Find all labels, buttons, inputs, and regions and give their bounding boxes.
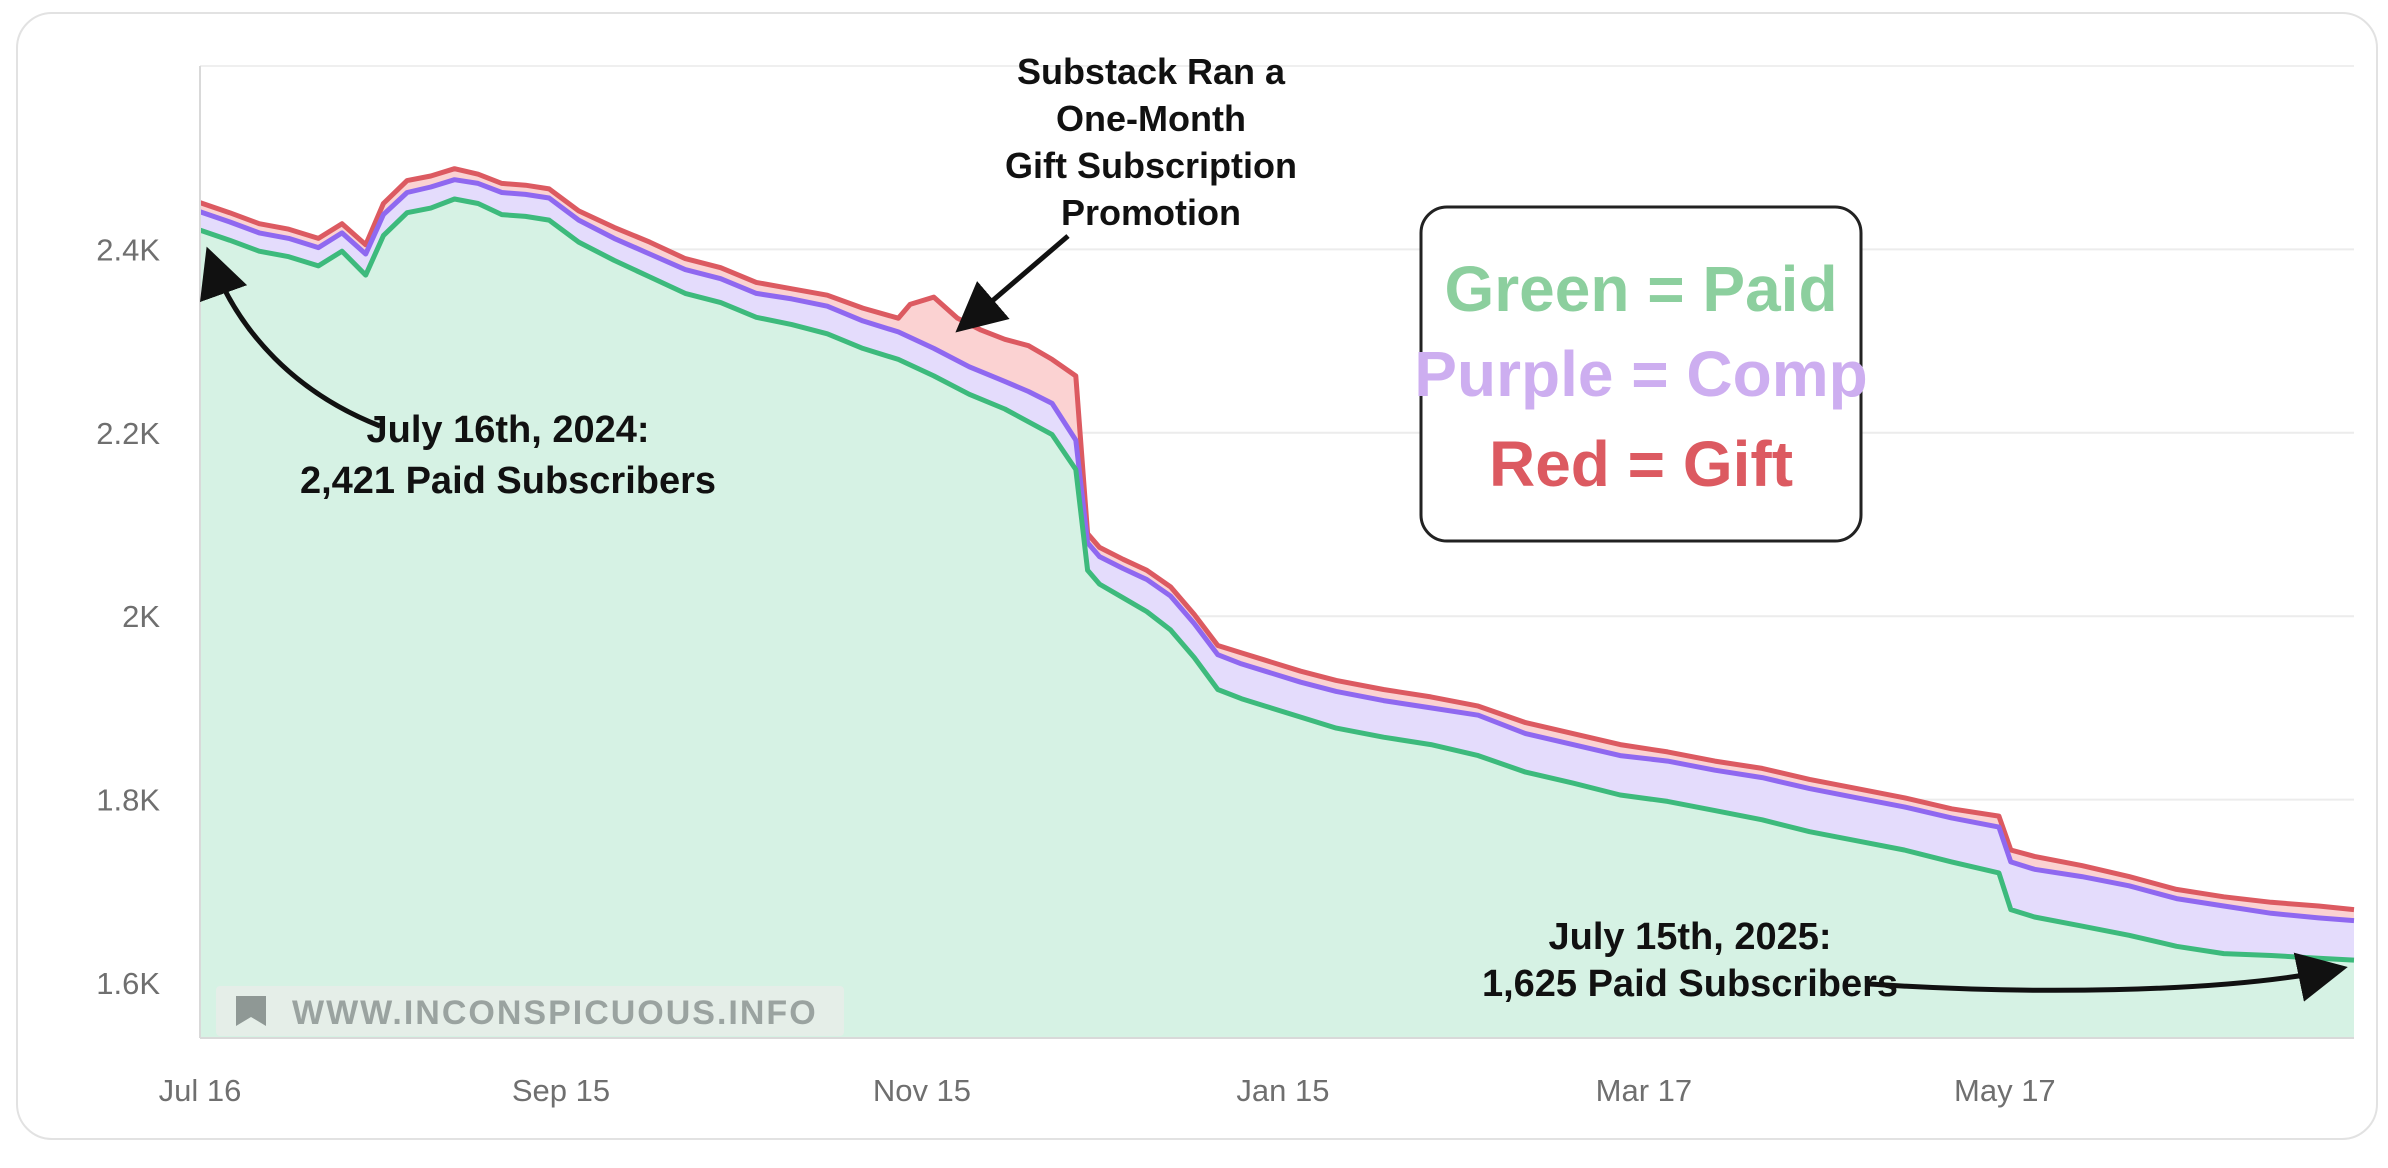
axis-layer: 1.6K 1.8K 2K 2.2K 2.4K Jul 16 Sep 15 Nov 15 Jan … (96, 66, 2354, 1108)
annotation-end-line-1: July 15th, 2025: (1548, 916, 1831, 958)
x-tick-label: Mar 17 (1596, 1073, 1692, 1108)
annotation-promotion-arrow (955, 234, 1070, 333)
legend-gift: Red = Gift (1489, 428, 1793, 500)
chart-card: 1.6K 1.8K 2K 2.2K 2.4K Jul 16 Sep 15 Nov 15 Jan … (16, 12, 2378, 1140)
x-tick-label: May 17 (1954, 1073, 2056, 1108)
line-comp (199, 177, 2355, 924)
annotation-end-line-2: 1,625 Paid Subscribers (1482, 963, 1898, 1005)
x-tick-label: Nov 15 (873, 1073, 971, 1108)
annotation-end: July 15th, 2025: 1,625 Paid Subscribers (1482, 916, 2348, 1005)
chart-svg: 1.6K 1.8K 2K 2.2K 2.4K Jul 16 Sep 15 Nov 15 Jan … (96, 51, 2355, 1108)
y-tick-label: 2.2K (96, 416, 160, 451)
watermark: WWW.INCONSPICUOUS.INFO (216, 986, 844, 1036)
x-tick-label: Sep 15 (512, 1073, 610, 1108)
legend-comp: Purple = Comp (1414, 338, 1867, 410)
y-tick-label: 1.6K (96, 966, 160, 1001)
x-tick-label: Jan 15 (1236, 1073, 1329, 1108)
annotation-start-line-1: July 16th, 2024: (366, 409, 649, 451)
area-paid (200, 199, 2354, 1038)
annotation-promotion-line-4: Promotion (1061, 192, 1241, 233)
area-layer (200, 168, 2354, 1038)
annotation-start-line-2: 2,421 Paid Subscribers (300, 460, 716, 502)
y-tick-label: 2.4K (96, 232, 160, 267)
y-tick-label: 2K (122, 599, 160, 634)
legend-box: Green = Paid Purple = Comp Red = Gift (1414, 205, 1868, 543)
annotation-end-arrow (1869, 952, 2348, 1002)
annotation-start: July 16th, 2024: 2,421 Paid Subscribers (200, 246, 716, 502)
annotation-start-arrow (200, 246, 381, 429)
annotation-promotion-line-3: Gift Subscription (1005, 145, 1297, 186)
bookmark-icon (236, 996, 266, 1026)
y-tick-label: 1.8K (96, 783, 160, 818)
line-paid (199, 196, 2355, 963)
annotation-promotion-line-1: Substack Ran a (1017, 51, 1286, 92)
x-tick-label: Jul 16 (159, 1073, 242, 1108)
legend-paid: Green = Paid (1444, 253, 1837, 325)
annotation-promotion: Substack Ran a One-Month Gift Subscripti… (955, 51, 1297, 333)
annotation-promotion-line-2: One-Month (1056, 98, 1246, 139)
watermark-text: WWW.INCONSPICUOUS.INFO (292, 994, 818, 1032)
line-layer (199, 166, 2355, 963)
